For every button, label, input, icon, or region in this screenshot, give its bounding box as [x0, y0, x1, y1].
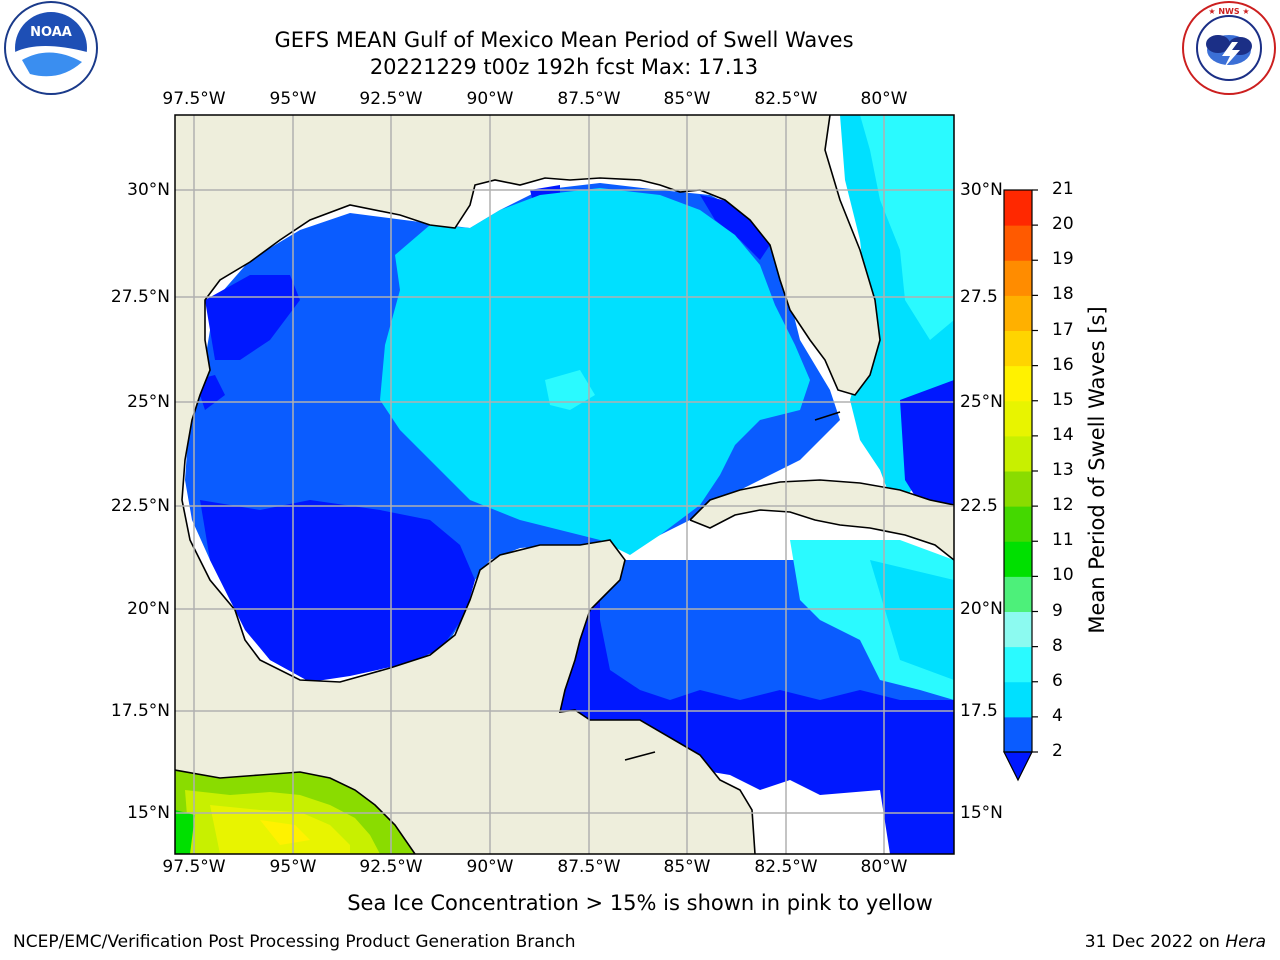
lon-label-bottom: 97.5°W	[162, 857, 226, 877]
footer-host: Hera	[1225, 932, 1266, 952]
lon-label-top: 87.5°W	[557, 89, 621, 109]
colorbar-tick-label: 12	[1052, 495, 1074, 516]
chart-subtitle: 20221229 t00z 192h fcst Max: 17.13	[369, 55, 759, 79]
colorbar-segment	[1004, 225, 1032, 261]
lon-label-top: 85°W	[663, 89, 711, 109]
lat-label-right: 15°N	[960, 803, 1003, 823]
colorbar-tick-label: 16	[1052, 354, 1074, 375]
lon-label-bottom: 87.5°W	[557, 857, 621, 877]
colorbar-tick-label: 20	[1052, 214, 1074, 235]
colorbar-segment	[1004, 471, 1032, 507]
colorbar-tick-label: 21	[1052, 179, 1074, 199]
colorbar-tick-label: 18	[1052, 284, 1074, 305]
colorbar-tick-label: 4	[1052, 705, 1063, 726]
lat-label-right: 27.5	[960, 287, 998, 307]
noaa-logo-text: NOAA	[30, 25, 72, 40]
lat-label-right: 30°N	[960, 180, 1003, 200]
colorbar-tick-label: 17	[1052, 319, 1074, 340]
lat-label-left: 27.5°N	[110, 287, 170, 307]
colorbar-tick-label: 8	[1052, 635, 1063, 656]
lon-label-top: 80°W	[860, 89, 908, 109]
colorbar-segment	[1004, 681, 1032, 718]
colorbar-tick-label: 2	[1052, 741, 1063, 761]
colorbar-tick-label: 11	[1052, 530, 1074, 551]
lat-label-right: 20°N	[960, 599, 1003, 619]
map-panel	[175, 115, 954, 854]
colorbar-segment	[1004, 365, 1032, 402]
lon-label-top: 95°W	[269, 89, 317, 109]
lat-label-right: 17.5	[960, 701, 998, 721]
lon-label-bottom: 92.5°W	[359, 857, 423, 877]
lon-label-top: 97.5°W	[162, 89, 226, 109]
lat-label-right: 25°N	[960, 392, 1003, 412]
colorbar-tick-label: 15	[1052, 389, 1074, 410]
noaa-logo: NOAA	[4, 1, 98, 95]
colorbar-tick-label: 9	[1052, 600, 1063, 621]
colorbar-segment	[1004, 260, 1032, 296]
colorbar-segment	[1004, 190, 1032, 226]
lon-label-bottom: 80°W	[860, 857, 908, 877]
lon-label-top: 90°W	[466, 89, 514, 109]
colorbar	[1003, 189, 1038, 782]
lon-label-top: 92.5°W	[359, 89, 423, 109]
lon-label-bottom: 85°W	[663, 857, 711, 877]
colorbar-segment	[1004, 611, 1032, 648]
colorbar-segment	[1004, 435, 1032, 472]
lat-label-right: 22.5	[960, 496, 998, 516]
footer-date: 31 Dec 2022 on Hera	[1085, 932, 1266, 952]
colorbar-label: Mean Period of Swell Waves [s]	[1085, 306, 1109, 634]
colorbar-segment	[1004, 576, 1032, 612]
chart-title: GEFS MEAN Gulf of Mexico Mean Period of …	[274, 28, 854, 52]
colorbar-segment	[1004, 506, 1032, 542]
colorbar-segment	[1004, 330, 1032, 367]
colorbar-tick-label: 13	[1052, 460, 1074, 480]
graticule	[175, 115, 954, 854]
footer-credit: NCEP/EMC/Verification Post Processing Pr…	[13, 932, 576, 952]
lat-label-left: 30°N	[127, 180, 170, 200]
colorbar-tick-label: 10	[1052, 565, 1074, 586]
colorbar-segment	[1004, 646, 1032, 683]
colorbar-tick-label: 14	[1052, 424, 1074, 445]
colorbar-segment	[1004, 295, 1032, 331]
lat-label-left: 17.5°N	[110, 701, 170, 721]
lat-label-left: 15°N	[127, 803, 170, 823]
lon-label-bottom: 90°W	[466, 857, 514, 877]
lon-label-bottom: 82.5°W	[754, 857, 818, 877]
footer-date-text: 31 Dec 2022 on	[1084, 932, 1226, 952]
lat-label-left: 20°N	[127, 599, 170, 619]
lon-label-bottom: 95°W	[269, 857, 317, 877]
map-frame	[174, 114, 955, 855]
colorbar-segment	[1004, 541, 1032, 577]
lon-label-top: 82.5°W	[754, 89, 818, 109]
nws-logo: ★ NWS ★	[1182, 1, 1276, 95]
svg-text:★ NWS ★: ★ NWS ★	[1208, 7, 1249, 16]
colorbar-segment	[1004, 400, 1032, 437]
colorbar-tick-label: 19	[1052, 249, 1074, 270]
colorbar-segment	[1004, 716, 1032, 753]
lat-label-left: 25°N	[127, 392, 170, 412]
colorbar-tick-label: 6	[1052, 670, 1063, 691]
colorbar-under-arrow	[1003, 751, 1033, 782]
lat-label-left: 22.5°N	[110, 496, 170, 516]
sea-ice-caption: Sea Ice Concentration > 15% is shown in …	[347, 891, 933, 915]
